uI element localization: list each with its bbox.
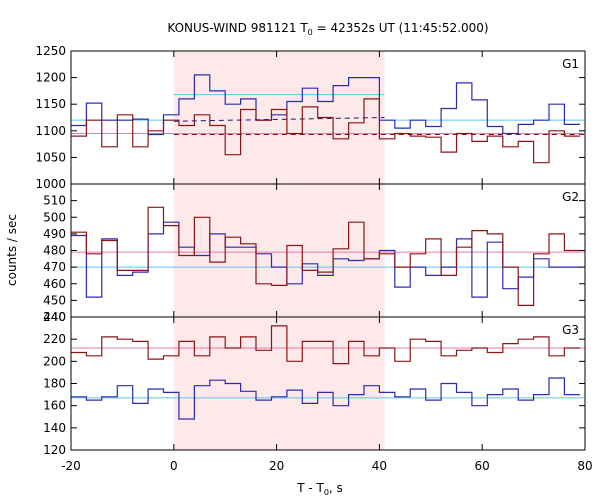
g2-ytick-label: 440	[43, 310, 66, 324]
g3-ytick-label: 160	[43, 399, 66, 413]
g1-ytick-label: 1150	[35, 97, 66, 111]
g3-ytick-label: 220	[43, 332, 66, 346]
g2-ytick-label: 460	[43, 277, 66, 291]
g2-panel-label: G2	[562, 190, 579, 204]
g1-dashed-line-0	[173, 117, 385, 122]
g2-ytick-label: 510	[43, 194, 66, 208]
g1-series-red	[71, 98, 580, 164]
x-tick-label: 60	[475, 459, 490, 473]
x-tick-label: 0	[170, 459, 178, 473]
g2-ytick-label: 490	[43, 227, 66, 241]
chart-title: KONUS-WIND 981121 T0 = 42352s UT (11:45:…	[167, 21, 488, 37]
g3-ytick-label: 240	[43, 310, 66, 324]
g1-ytick-label: 1050	[35, 150, 66, 164]
g3-ytick-label: 180	[43, 377, 66, 391]
x-tick-label: 40	[372, 459, 387, 473]
plot-area: 100010501100115012001250G144045046047048…	[35, 44, 592, 473]
g3-panel-label: G3	[562, 323, 579, 337]
x-axis-label: T - T0, s	[296, 481, 343, 497]
g1-ytick-label: 1200	[35, 71, 66, 85]
g2-series-red	[71, 206, 580, 306]
signal-interval-shade	[173, 51, 385, 450]
g1-ytick-label: 1250	[35, 44, 66, 58]
g2-ytick-label: 470	[43, 260, 66, 274]
g2-ytick-label: 480	[43, 244, 66, 258]
g3-ytick-label: 140	[43, 421, 66, 435]
y-axis-label: counts / sec	[5, 214, 19, 286]
g2-ytick-label: 500	[43, 210, 66, 224]
g1-ytick-label: 1100	[35, 124, 66, 138]
g3-ytick-label: 200	[43, 354, 66, 368]
g3-series-red	[71, 325, 580, 365]
g1-panel-label: G1	[562, 57, 579, 71]
x-tick-label: -20	[61, 459, 81, 473]
g3-series-blue	[71, 377, 580, 420]
g2-ytick-label: 450	[43, 293, 66, 307]
x-tick-label: 20	[269, 459, 284, 473]
g2-series-blue	[71, 221, 580, 298]
g3-ytick-label: 120	[43, 443, 66, 457]
g1-ytick-label: 1000	[35, 177, 66, 191]
x-tick-label: 80	[577, 459, 592, 473]
